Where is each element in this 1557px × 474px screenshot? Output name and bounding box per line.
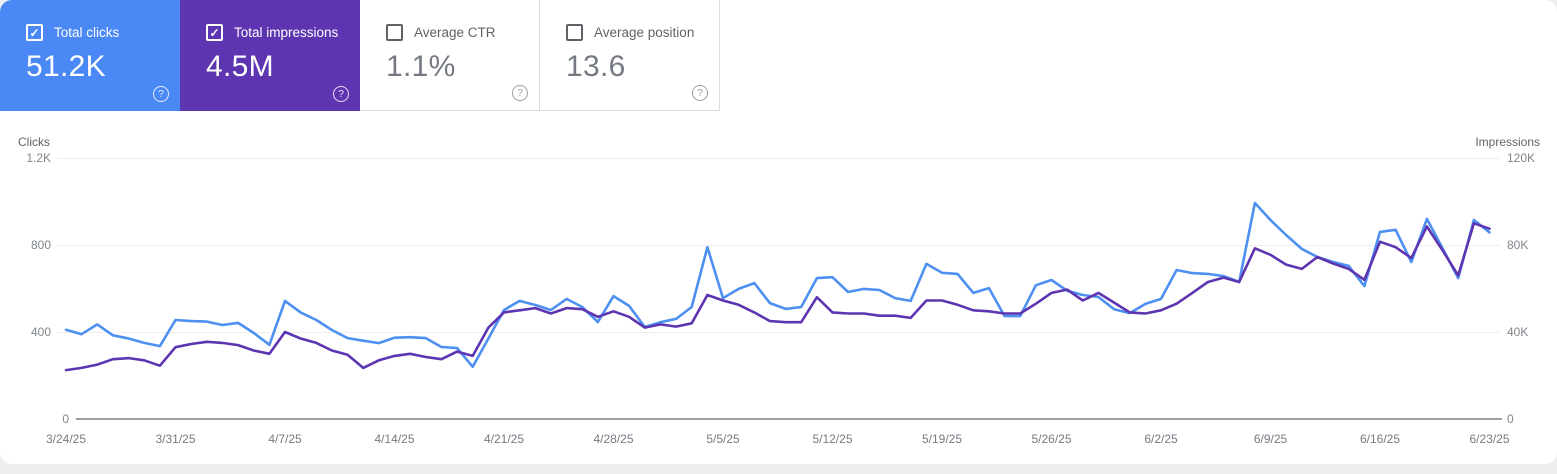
card-label: Total impressions	[234, 25, 339, 40]
card-total-clicks-header: ✓ Total clicks	[26, 24, 180, 41]
checkbox-unchecked-icon[interactable]	[386, 24, 403, 41]
metric-cards-row: ✓ Total clicks 51.2K ? ✓ Total impressio…	[0, 0, 720, 111]
help-icon[interactable]: ?	[692, 85, 708, 101]
right-axis-title: Impressions	[1475, 135, 1540, 149]
date-label: 5/26/25	[1031, 432, 1072, 446]
gridline	[57, 332, 1500, 333]
date-label: 3/31/25	[155, 432, 196, 446]
report-panel: ✓ Total clicks 51.2K ? ✓ Total impressio…	[0, 0, 1557, 464]
card-total-impressions[interactable]: ✓ Total impressions 4.5M ?	[180, 0, 360, 111]
date-label: 6/9/25	[1253, 432, 1288, 446]
x-axis-line	[76, 418, 1502, 420]
card-average-ctr[interactable]: Average CTR 1.1% ?	[360, 0, 540, 111]
date-label: 4/7/25	[268, 432, 302, 446]
left-axis-title: Clicks	[18, 135, 50, 149]
date-label: 4/14/25	[374, 432, 415, 446]
gridline	[57, 158, 1500, 159]
checkbox-unchecked-icon[interactable]	[566, 24, 583, 41]
date-label: 4/21/25	[483, 432, 525, 446]
gridline	[57, 245, 1500, 246]
help-icon[interactable]: ?	[153, 86, 169, 102]
card-label: Average CTR	[414, 25, 496, 40]
date-label: 6/16/25	[1359, 432, 1401, 446]
card-average-ctr-header: Average CTR	[386, 24, 539, 41]
average-position-value: 13.6	[566, 50, 626, 83]
left-tick-label: 400	[30, 325, 51, 339]
total-clicks-value: 51.2K	[26, 50, 106, 83]
left-tick-label: 1.2K	[26, 151, 51, 165]
checkbox-checked-icon[interactable]: ✓	[26, 24, 43, 41]
date-label: 6/2/25	[1144, 432, 1178, 446]
card-label: Total clicks	[54, 25, 120, 40]
left-tick-label: 800	[30, 238, 51, 252]
date-label: 4/28/25	[593, 432, 634, 446]
date-label: 3/24/25	[45, 432, 87, 446]
help-icon[interactable]: ?	[512, 85, 528, 101]
card-total-clicks[interactable]: ✓ Total clicks 51.2K ?	[0, 0, 180, 111]
card-total-impressions-header: ✓ Total impressions	[206, 24, 360, 41]
card-average-position[interactable]: Average position 13.6 ?	[540, 0, 720, 111]
card-average-position-header: Average position	[566, 24, 719, 41]
total-impressions-value: 4.5M	[206, 50, 274, 83]
date-label: 5/12/25	[812, 432, 853, 446]
checkbox-checked-icon[interactable]: ✓	[206, 24, 223, 41]
card-label: Average position	[594, 25, 695, 40]
date-label: 5/5/25	[706, 432, 740, 446]
right-tick-label: 80K	[1507, 238, 1529, 252]
left-tick-label: 0	[62, 412, 69, 426]
help-icon[interactable]: ?	[333, 86, 349, 102]
date-label: 6/23/25	[1469, 432, 1510, 446]
metric-line-series[interactable]	[0, 0, 1557, 464]
average-ctr-value: 1.1%	[386, 50, 456, 83]
right-tick-label: 0	[1507, 412, 1514, 426]
right-tick-label: 120K	[1507, 151, 1536, 165]
date-label: 5/19/25	[921, 432, 963, 446]
right-tick-label: 40K	[1507, 325, 1529, 339]
performance-time-chart: Clicks Impressions 1.2K 800 400 0 120K 80K 40…	[0, 0, 1557, 464]
series-line-total-clicks[interactable]	[64, 201, 1491, 369]
series-line-total-impressions[interactable]	[64, 222, 1491, 372]
